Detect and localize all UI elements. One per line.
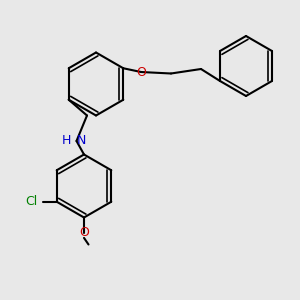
Text: N: N <box>77 134 87 148</box>
Text: Cl: Cl <box>25 195 37 208</box>
Text: O: O <box>136 65 146 79</box>
Text: O: O <box>79 226 89 239</box>
Text: H: H <box>62 134 72 148</box>
